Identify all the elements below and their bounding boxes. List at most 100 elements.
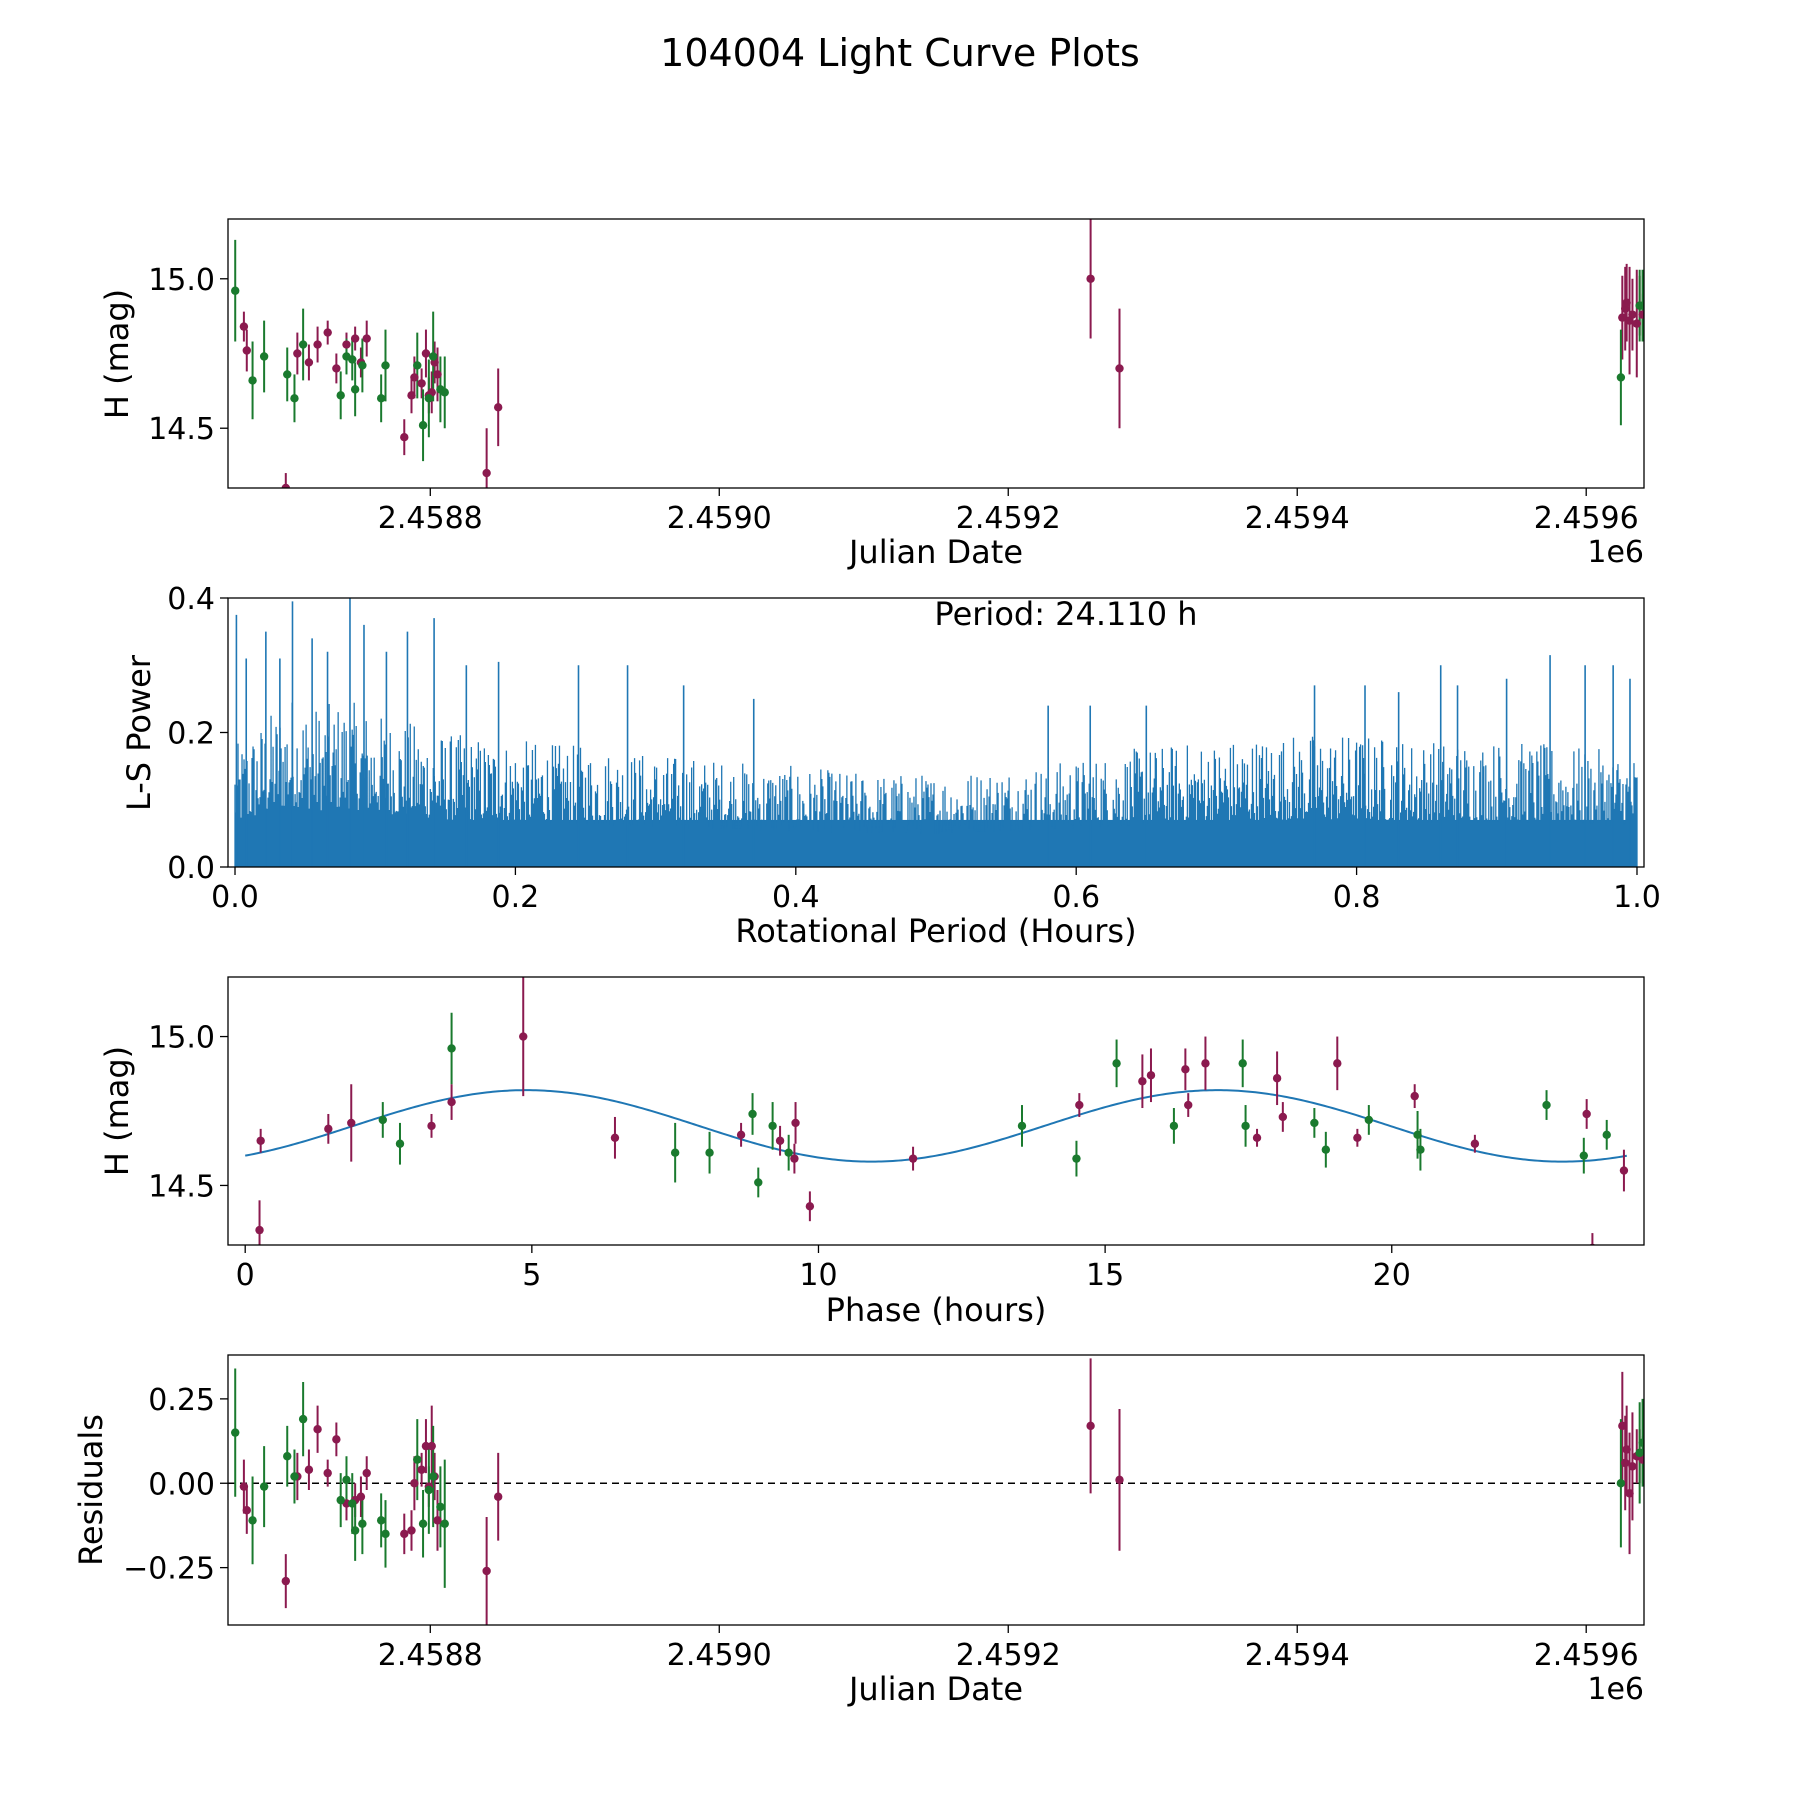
phased-point (754, 1178, 763, 1187)
phased-point (1017, 1121, 1027, 1131)
lightcurve-point (332, 364, 341, 373)
phased-point (1321, 1145, 1331, 1154)
lightcurve-xtick-label: 2.4590 (667, 501, 772, 536)
lightcurve-plot-area (231, 219, 1644, 488)
lightcurve-offset-label: 1e6 (1587, 535, 1644, 570)
phased-point (1310, 1118, 1319, 1128)
lightcurve-point (281, 483, 290, 488)
lightcurve-point (293, 349, 302, 358)
lightcurve-point (248, 376, 257, 385)
phased-point (748, 1109, 757, 1119)
lightcurve-xtick-label: 2.4594 (1245, 501, 1350, 536)
residuals-point (418, 1519, 428, 1528)
residuals-ylabel: Residuals (72, 1414, 110, 1566)
residuals-point (413, 1455, 422, 1464)
residuals-offset-label: 1e6 (1587, 1672, 1644, 1707)
phased-xtick-label: 5 (522, 1258, 541, 1293)
phased-point (378, 1115, 387, 1125)
phased-point (1619, 1166, 1629, 1175)
periodogram-xtick-label: 0.6 (1052, 880, 1100, 915)
phased-fit-curve (245, 1089, 1627, 1163)
lightcurve-point (424, 394, 434, 403)
residuals-point (1625, 1489, 1634, 1498)
phased-point (775, 1136, 785, 1145)
phased-point (1146, 1071, 1156, 1080)
lightcurve-point (381, 361, 390, 370)
lightcurve-point (323, 328, 332, 337)
lightcurve-ticks: 2.4588 2.4590 2.4592 2.4594 2.4596 14.5 15.0 (148, 263, 1638, 536)
residuals-point (417, 1465, 426, 1474)
phased-frame (227, 976, 1645, 1246)
phased-point (1272, 1074, 1282, 1083)
phased-point (1072, 1154, 1081, 1163)
residuals-panel: 2.4588 2.4590 2.4592 2.4594 2.4596 −0.25 0.00 0… (72, 1354, 1645, 1708)
residuals-point (433, 1516, 442, 1525)
residuals-xtick-label: 2.4596 (1534, 1638, 1639, 1673)
residuals-point (290, 1472, 299, 1481)
lightcurve-point (336, 391, 345, 400)
lightcurve-point (231, 286, 240, 295)
residuals-point (424, 1485, 434, 1495)
periodogram-ticks: 0.0 0.2 0.4 0.6 0.8 1.0 0.0 0.2 0.4 (167, 582, 1661, 915)
periodogram-ytick-label: 0.2 (167, 717, 215, 752)
residuals-xtick-label: 2.4590 (667, 1638, 772, 1673)
lightcurve-xtick-label: 2.4596 (1534, 501, 1639, 536)
residuals-point (1086, 1421, 1095, 1431)
lightcurve-point (1616, 373, 1626, 382)
residuals-point (1621, 1458, 1630, 1468)
phased-xtick-label: 15 (1086, 1258, 1124, 1293)
phased-point (908, 1154, 918, 1163)
lightcurve-point (362, 334, 371, 343)
residuals-point (323, 1468, 332, 1478)
residuals-point (1618, 1421, 1627, 1431)
residuals-point (376, 1516, 386, 1525)
residuals-plot-area (228, 1358, 1644, 1625)
residuals-point (1638, 1438, 1644, 1447)
periodogram-marks (234, 598, 1638, 867)
lightcurve-point (440, 388, 449, 397)
phased-point (395, 1139, 405, 1148)
phased-point (1075, 1100, 1084, 1110)
residuals-point (350, 1526, 360, 1535)
lightcurve-point (350, 385, 360, 394)
phased-point (1184, 1100, 1193, 1110)
residuals-point (1115, 1475, 1124, 1485)
phased-plot-area (245, 977, 1629, 1245)
lightcurve-xlabel: Julian Date (847, 533, 1023, 571)
phased-point (427, 1121, 436, 1131)
phased-panel: 0 5 10 15 20 14.5 15.0 Phase (hours) H (mag) (98, 976, 1645, 1329)
periodogram-line (234, 702, 1638, 867)
residuals-point (421, 1441, 431, 1451)
periodogram-xtick-label: 0.4 (772, 880, 820, 915)
residuals-point (336, 1495, 345, 1505)
phased-point (1416, 1145, 1425, 1154)
phased-point (1278, 1112, 1288, 1122)
phased-point (1602, 1130, 1611, 1140)
phased-point (1333, 1059, 1342, 1068)
residuals-point (440, 1519, 449, 1528)
phased-point (1252, 1133, 1262, 1143)
residuals-point (358, 1519, 367, 1528)
residuals-point (248, 1516, 257, 1525)
phased-ylabel: H (mag) (98, 1046, 136, 1176)
lightcurve-point (413, 361, 422, 370)
periodogram-plot-area (234, 598, 1638, 867)
periodogram-ytick-label: 0.4 (167, 582, 215, 617)
residuals-point (1622, 1445, 1631, 1454)
lightcurve-point (1086, 274, 1095, 283)
lightcurve-point (400, 432, 409, 442)
lightcurve-point (493, 403, 503, 412)
phased-point (1413, 1130, 1422, 1140)
phased-point (324, 1124, 333, 1134)
lightcurve-point (407, 391, 416, 400)
phased-point (610, 1133, 620, 1143)
lightcurve-point (421, 349, 431, 358)
lightcurve-point (433, 370, 442, 379)
residuals-point (427, 1441, 436, 1451)
residuals-point (283, 1452, 292, 1461)
residuals-xtick-label: 2.4594 (1245, 1638, 1350, 1673)
lightcurve-point (358, 361, 367, 370)
phased-point (1241, 1121, 1250, 1131)
